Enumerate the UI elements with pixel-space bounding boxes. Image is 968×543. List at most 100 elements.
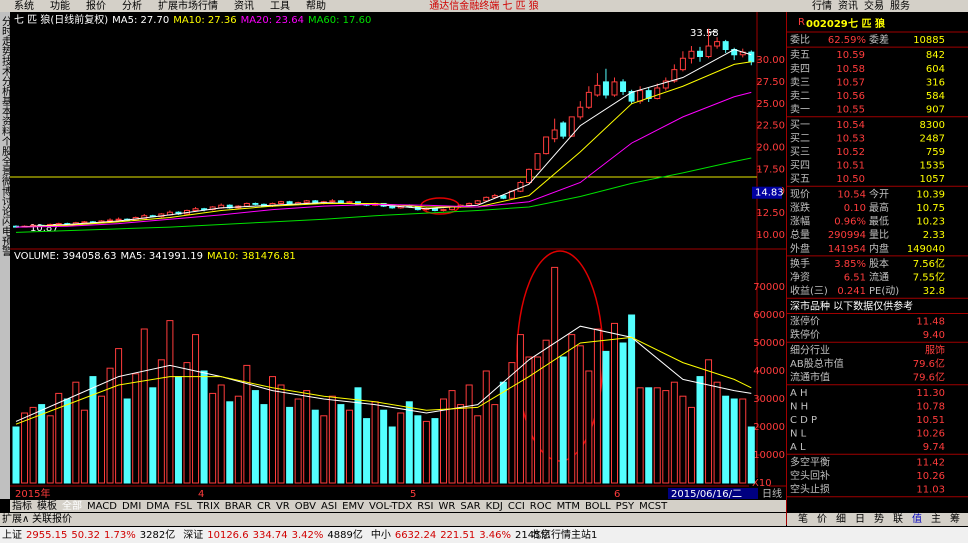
panel-tab[interactable]: 势 [874, 512, 884, 525]
indicator-tab[interactable]: 全部 [62, 499, 82, 512]
menu-item[interactable]: 报价 [86, 0, 106, 12]
ma-line [15, 336, 752, 425]
quote-volume: 316 [926, 77, 945, 88]
volume-bar [713, 381, 721, 484]
side-tab[interactable]: 闪电预警 [0, 215, 12, 256]
indicator-tab[interactable]: PSY [616, 501, 635, 512]
candle-body [491, 195, 498, 198]
volume-bar [354, 387, 362, 484]
indicator-tab[interactable]: OBV [295, 501, 316, 512]
quote-value: 11.42 [916, 457, 945, 468]
indicator-tab[interactable]: BRAR [225, 501, 252, 512]
side-tab[interactable]: 个股全景 [0, 136, 12, 176]
menu-item[interactable]: 资讯 [234, 0, 254, 12]
volume-bar [286, 406, 294, 484]
volume-bar [80, 409, 88, 484]
indicator-tab[interactable]: BOLL [585, 501, 611, 512]
menu-item[interactable]: 工具 [270, 0, 290, 12]
indicator-tab[interactable]: ROC [530, 501, 552, 512]
server: 北京行情主站1 [531, 528, 597, 541]
indicator-tab[interactable]: ASI [321, 501, 337, 512]
volume-bar [380, 409, 388, 484]
volume-bar [123, 398, 131, 484]
candle-body [671, 69, 678, 82]
panel-tab[interactable]: 价 [817, 513, 827, 525]
menu-item[interactable]: 功能 [50, 0, 70, 12]
top-right-item[interactable]: 服务 [890, 0, 910, 12]
panel-tab[interactable]: 联 [893, 513, 903, 525]
top-right-item[interactable]: 资讯 [838, 0, 858, 12]
indicator-tab[interactable]: MTM [557, 501, 580, 512]
indicator-tab[interactable]: 模板 [37, 499, 57, 512]
date-label: 2015年 [15, 487, 50, 500]
side-tab[interactable]: 技术分析 [0, 55, 12, 97]
panel-tab[interactable]: 筹 [950, 512, 960, 525]
volume-bar [311, 409, 319, 484]
volume-title: VOLUME: 394058.63 [14, 251, 117, 262]
quote-label: A L [790, 442, 806, 453]
indicator-tab[interactable]: VR [276, 501, 290, 512]
volume-bar [670, 381, 678, 484]
side-tab[interactable]: 分时走势 [0, 16, 12, 57]
volume-bar [687, 406, 695, 484]
scale-label: X10 [752, 478, 772, 489]
quote-value: 10.78 [916, 401, 945, 412]
panel-tab[interactable]: 笔 [798, 512, 808, 525]
panel-tab[interactable]: 日 [855, 514, 865, 525]
top-right-item[interactable]: 交易 [864, 0, 884, 12]
quote-name: 七 匹 狼 [848, 17, 886, 30]
volume-bar [534, 356, 542, 484]
indicator-tab[interactable]: DMA [146, 501, 169, 512]
candle-body [697, 50, 703, 58]
quote-code: 002029 [806, 19, 848, 30]
top-right-item[interactable]: 行情 [812, 0, 832, 12]
volume-bar [174, 376, 182, 484]
candle-body [705, 45, 712, 58]
y-tick-label: 10.00 [756, 230, 785, 241]
index-cell: 2145亿 [515, 528, 550, 541]
quote-label: 外盘 [790, 242, 810, 255]
side-bar [0, 12, 10, 499]
indicator-tab[interactable]: KDJ [486, 501, 503, 512]
indicator-tab[interactable]: MCST [639, 501, 668, 512]
candle-body [688, 50, 695, 59]
indicator-tab[interactable]: VOL-TDX [369, 501, 412, 512]
volume-bar [696, 376, 704, 484]
indicator-tab[interactable]: WR [438, 501, 455, 512]
panel-tab[interactable]: 值 [912, 512, 922, 525]
quote-price: 10.57 [836, 77, 865, 88]
indicator-tab[interactable]: CCI [508, 501, 525, 512]
indicator-tab[interactable]: TRIX [196, 501, 220, 512]
quote-label: 量比 [869, 229, 889, 241]
status-tab[interactable]: 扩展∧ [2, 512, 29, 525]
ma-line [15, 157, 752, 233]
side-tab[interactable]: 微博讨论 [0, 175, 12, 216]
panel-tab[interactable]: 主 [931, 513, 941, 525]
indicator-tab[interactable]: MACD [87, 501, 117, 512]
menu-item[interactable]: 分析 [122, 0, 142, 12]
volume-bar [345, 409, 353, 484]
indicator-tab[interactable]: FSL [174, 501, 192, 512]
indicator-tab[interactable]: 指标 [12, 499, 32, 512]
indicator-tab[interactable]: DMI [122, 501, 141, 512]
volume-bar [209, 392, 217, 484]
status-tab[interactable]: 关联报价 [32, 512, 72, 525]
volume-bar [747, 426, 755, 484]
panel-tab[interactable]: 细 [836, 512, 846, 525]
menu-item[interactable]: 系统 [14, 0, 34, 12]
menu-item[interactable]: 扩展市场行情 [158, 0, 218, 12]
indicator-tab[interactable]: RSI [417, 501, 433, 512]
indicator-tab[interactable]: EMV [342, 501, 364, 512]
quote-label: 内盘 [869, 242, 889, 255]
side-tab[interactable]: 基本资料 [0, 95, 12, 137]
quote-value: 11.30 [916, 388, 945, 399]
y-tick-label: 20000 [753, 422, 785, 433]
candle-body [526, 168, 532, 183]
index-cell: 上证 [2, 529, 22, 541]
index-bar [0, 527, 968, 543]
indicator-tab[interactable]: SAR [460, 501, 480, 512]
volume-bar [593, 328, 601, 484]
indicator-tab[interactable]: CR [257, 501, 271, 512]
menu-item[interactable]: 帮助 [306, 0, 326, 12]
candle-body [585, 91, 592, 108]
